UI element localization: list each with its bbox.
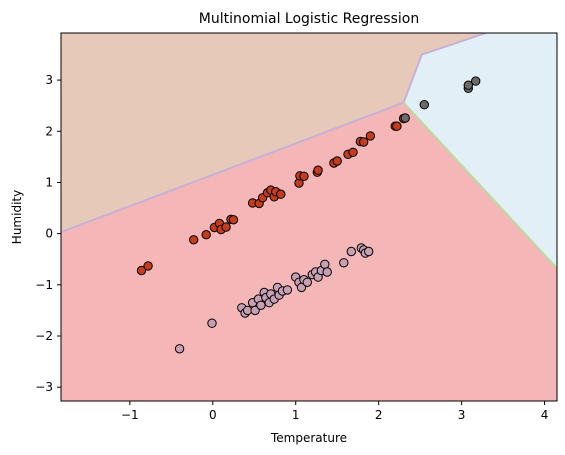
data-point-class-0 <box>313 165 323 175</box>
data-point-class-0 <box>276 189 286 199</box>
data-point-class-0 <box>221 222 231 232</box>
x-tick-label: 1 <box>292 408 300 422</box>
x-axis: −1 0 1 2 3 4 <box>121 401 548 422</box>
data-point-class-1 <box>364 246 374 257</box>
x-tick-label: 0 <box>209 408 217 422</box>
data-point-class-1 <box>322 267 332 277</box>
data-point-class-2 <box>400 113 410 123</box>
data-point-class-1 <box>346 246 356 257</box>
y-tick-label: −1 <box>35 278 53 292</box>
data-point-class-0 <box>143 261 153 271</box>
x-tick-label: 3 <box>458 408 466 422</box>
y-axis-label: Humidity <box>10 190 24 244</box>
plot-area <box>61 33 557 401</box>
y-tick-label: 0 <box>45 227 53 241</box>
data-point-class-0 <box>392 121 402 131</box>
x-tick-label: 4 <box>541 408 549 422</box>
decision-boundary-0-1 <box>61 33 487 234</box>
data-point-class-0 <box>136 265 147 276</box>
x-axis-label: Temperature <box>270 431 347 445</box>
y-tick-label: −2 <box>35 329 53 343</box>
data-points <box>136 76 481 354</box>
data-point-class-1 <box>339 258 349 268</box>
data-point-class-1 <box>302 277 312 287</box>
decision-boundary-2-0 <box>402 101 557 270</box>
data-point-class-1 <box>250 305 260 316</box>
y-tick-label: 1 <box>45 175 53 189</box>
data-point-class-1 <box>282 285 293 295</box>
data-point-class-2 <box>471 76 481 86</box>
data-point-class-0 <box>332 156 342 166</box>
data-point-class-0 <box>359 137 369 147</box>
data-point-class-0 <box>365 131 376 141</box>
decision-region-2 <box>403 33 557 269</box>
data-point-class-0 <box>348 147 358 158</box>
data-point-class-0 <box>189 235 199 245</box>
data-point-class-1 <box>320 259 330 269</box>
decision-region-1 <box>61 33 486 233</box>
chart-title: Multinomial Logistic Regression <box>199 11 419 27</box>
data-point-class-2 <box>419 100 429 110</box>
y-axis: −3 −2 −1 0 1 2 3 <box>35 73 61 394</box>
data-point-class-1 <box>207 318 217 328</box>
data-point-class-0 <box>201 230 211 240</box>
decision-region-0 <box>61 102 557 401</box>
plot-frame <box>60 32 558 402</box>
data-point-class-0 <box>228 215 239 225</box>
x-tick-label: 2 <box>375 408 383 422</box>
data-point-class-1 <box>174 344 185 354</box>
data-point-class-2 <box>463 80 473 90</box>
x-tick-label: −1 <box>121 408 139 422</box>
data-point-class-1 <box>256 300 266 310</box>
data-point-class-0 <box>299 171 309 182</box>
y-tick-label: −3 <box>35 380 53 394</box>
y-tick-label: 2 <box>45 124 53 138</box>
y-tick-label: 3 <box>45 73 53 87</box>
